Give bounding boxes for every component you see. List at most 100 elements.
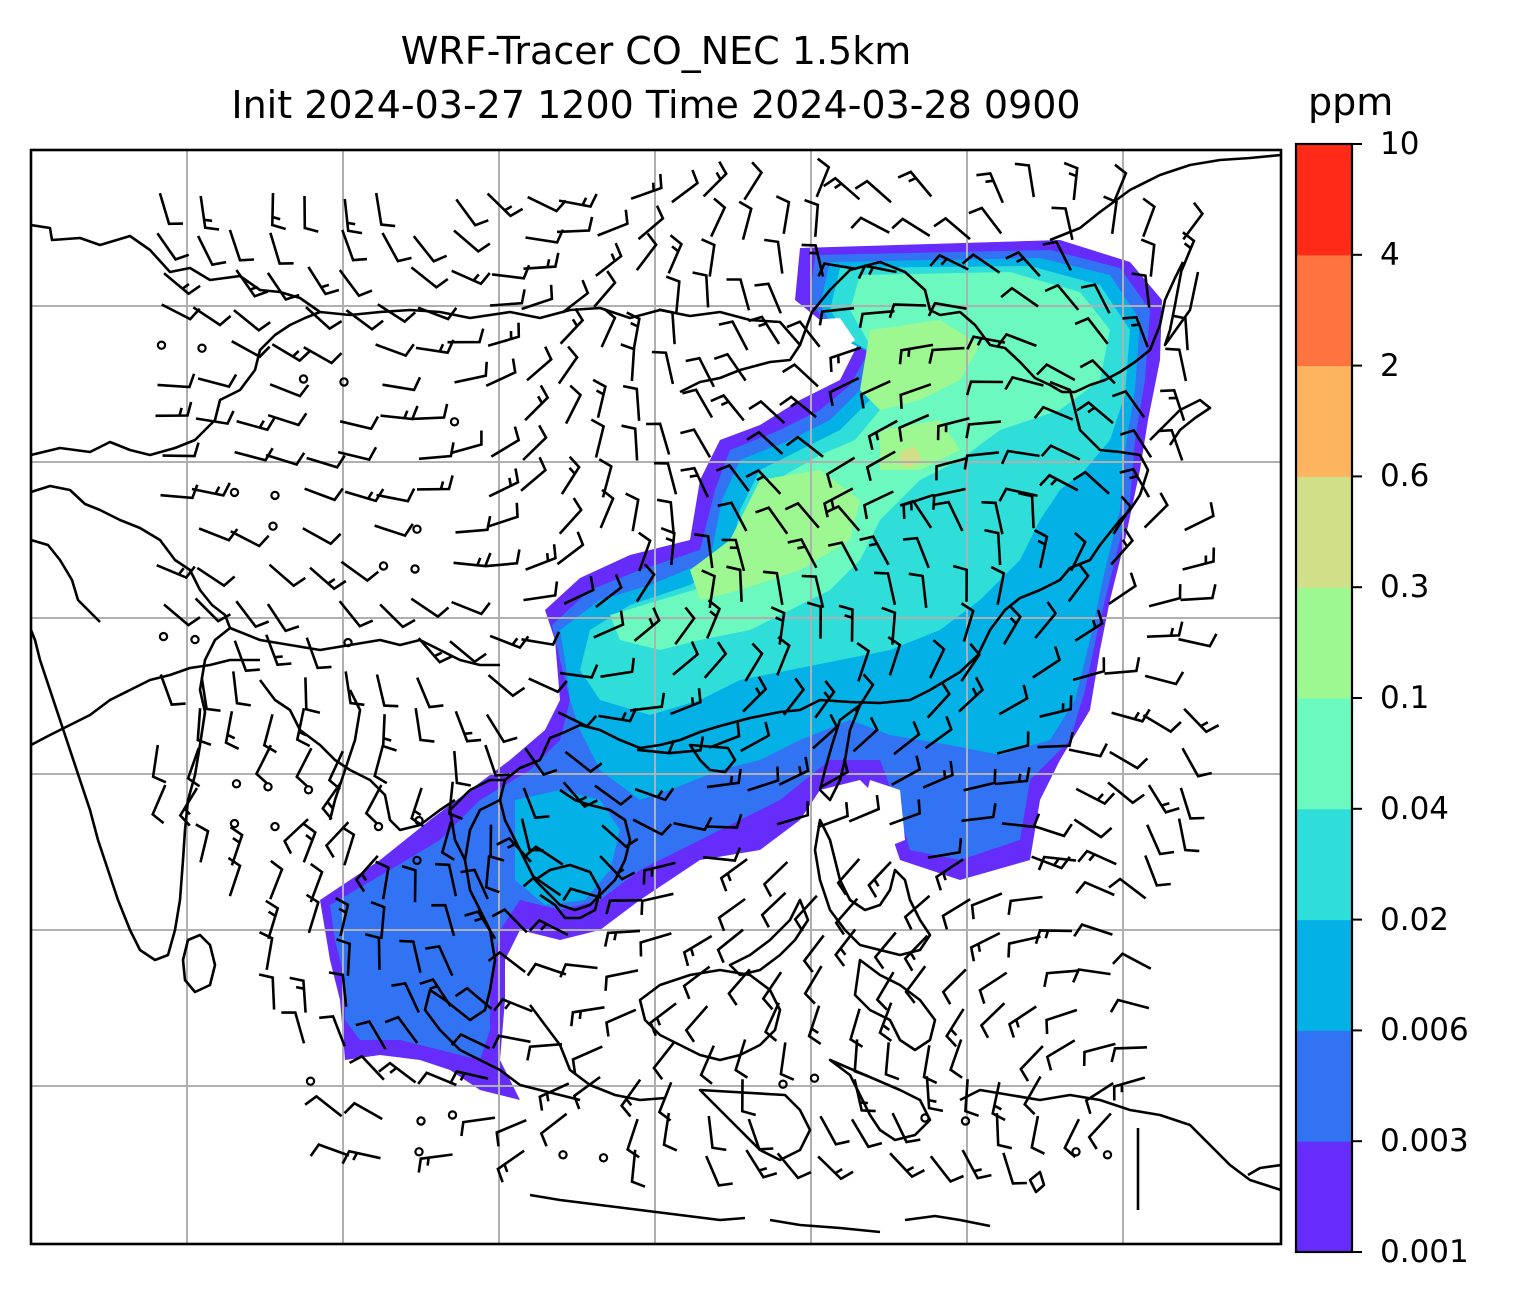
wind-barb <box>785 435 824 458</box>
wind-barb <box>965 380 1004 396</box>
wind-barb <box>1033 529 1049 569</box>
wind-calm-circle <box>809 1073 820 1083</box>
wind-barb <box>746 430 784 455</box>
wind-barb <box>825 456 856 489</box>
wind-barb <box>399 939 422 973</box>
wind-barb <box>381 232 412 263</box>
wind-barb <box>970 892 1003 920</box>
wind-barb <box>775 195 791 235</box>
wind-barb <box>1068 743 1108 758</box>
wind-barb <box>1040 444 1081 461</box>
wind-barb <box>416 677 444 709</box>
wind-barb <box>995 1112 1013 1150</box>
plot-title-line-2: Init 2024-03-27 1200 Time 2024-03-28 090… <box>231 83 1081 127</box>
wind-barb <box>229 826 244 866</box>
wind-barb <box>417 1153 453 1173</box>
wind-barb <box>523 581 559 602</box>
wind-barb <box>302 527 342 546</box>
wind-barb <box>410 266 449 289</box>
wind-barb <box>411 403 449 421</box>
wind-barb <box>295 747 313 788</box>
wind-barb <box>453 750 471 787</box>
wind-barb <box>155 401 193 418</box>
wind-barb <box>1142 197 1156 238</box>
wind-barb <box>1019 1045 1044 1082</box>
wind-barb <box>384 1015 419 1044</box>
wind-calm-circle <box>270 821 280 832</box>
wind-barb <box>200 677 221 712</box>
wind-barb <box>1002 605 1022 645</box>
wind-barb <box>1146 621 1184 638</box>
wind-barb <box>621 424 639 461</box>
wind-barb <box>717 897 746 932</box>
wind-barb <box>309 862 324 903</box>
wind-barb <box>990 565 1006 606</box>
wind-barb <box>933 216 971 241</box>
wind-barb <box>1142 714 1182 734</box>
wind-barb <box>849 1008 864 1048</box>
wind-barb <box>343 1101 383 1121</box>
wind-barb <box>961 803 997 823</box>
wind-barb <box>856 642 871 682</box>
wind-barb <box>949 1039 963 1079</box>
wind-calm-circle <box>197 343 207 353</box>
wind-barb <box>976 171 1004 204</box>
wind-barb <box>464 910 497 940</box>
wind-barb <box>234 447 274 462</box>
wind-barb <box>590 418 606 458</box>
wind-barb <box>742 676 768 713</box>
wind-barb <box>1042 240 1073 271</box>
wind-barb <box>1076 400 1114 425</box>
wind-barb <box>1108 877 1147 900</box>
wind-barb <box>1160 388 1186 422</box>
wind-barb <box>718 320 749 351</box>
wind-barb <box>653 461 678 495</box>
wind-barb <box>522 424 548 461</box>
wind-barb <box>1032 646 1062 679</box>
wind-barb <box>1038 473 1079 492</box>
wind-barb <box>701 569 716 608</box>
wind-barb <box>233 309 271 332</box>
wind-barb <box>1119 467 1151 498</box>
wind-barb <box>1079 358 1116 385</box>
wind-barb <box>803 965 823 1005</box>
wind-barb <box>374 523 414 538</box>
wind-barb <box>309 566 347 591</box>
wind-barb <box>629 692 666 712</box>
wind-barb <box>1034 929 1073 945</box>
colorbar-segment <box>1296 698 1352 810</box>
wind-barb <box>936 417 970 441</box>
wind-barb <box>658 308 676 345</box>
wind-barb <box>1109 998 1150 1013</box>
wind-calm-circle <box>960 1116 971 1126</box>
wind-barb <box>304 1094 343 1118</box>
wind-barb <box>564 750 603 774</box>
colorbar-tick-label: 0.02 <box>1380 901 1450 938</box>
wind-barb <box>340 560 380 583</box>
clear-gap <box>860 780 905 850</box>
wind-barb <box>603 929 641 947</box>
wind-barb <box>559 307 585 345</box>
wind-barb <box>336 938 352 976</box>
wind-barb <box>734 1039 749 1079</box>
wind-barb <box>651 350 675 385</box>
wind-calm-circle <box>416 1116 426 1126</box>
wind-barb <box>635 563 656 603</box>
wind-barb <box>819 1115 850 1146</box>
wind-barb <box>415 339 455 355</box>
wind-barb <box>228 229 255 262</box>
wind-barb <box>667 234 683 274</box>
wind-calm-circle <box>920 1113 930 1123</box>
wind-barb <box>376 488 416 503</box>
wind-barb <box>484 855 500 894</box>
wind-barb <box>625 492 640 532</box>
wind-barb <box>968 206 1003 235</box>
wind-barb <box>853 1079 876 1113</box>
wind-barb <box>891 1112 921 1144</box>
wind-barb <box>484 744 510 777</box>
wind-barb <box>891 217 931 238</box>
wind-barb <box>601 824 639 849</box>
wind-barb <box>642 861 676 885</box>
wind-barb <box>338 600 374 628</box>
wind-barb <box>747 766 780 792</box>
